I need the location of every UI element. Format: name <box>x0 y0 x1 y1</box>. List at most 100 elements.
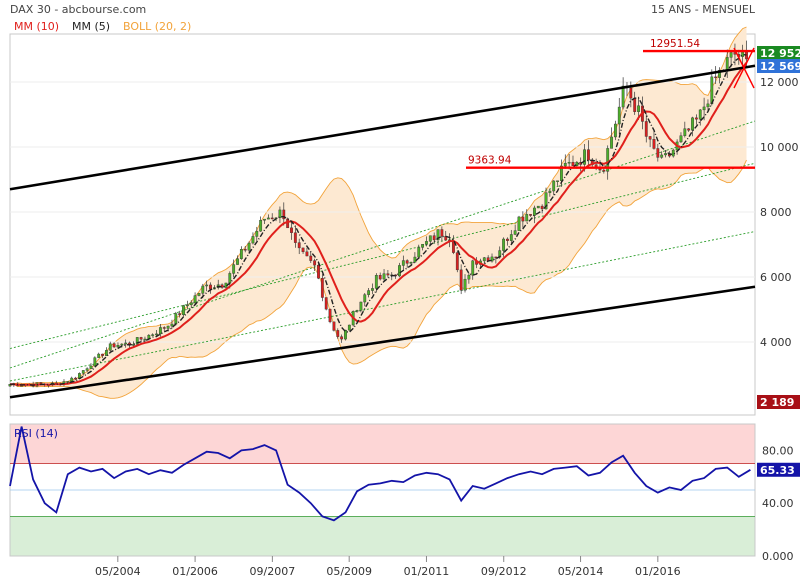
candle-body <box>178 313 182 316</box>
candle-body <box>482 257 486 262</box>
candle-body <box>371 288 374 291</box>
candle-body <box>209 284 212 290</box>
candle-body <box>124 342 128 345</box>
candle-body <box>174 313 178 325</box>
bollinger-lower-line <box>9 159 747 399</box>
candle-body <box>455 252 459 271</box>
candle-body <box>239 249 243 259</box>
candle-body <box>644 121 648 137</box>
candle-body <box>463 278 467 291</box>
candle-body <box>521 216 525 222</box>
candle-body <box>197 293 201 296</box>
candle-body <box>571 161 575 166</box>
candle-body <box>517 216 521 231</box>
candle-body <box>116 345 120 348</box>
candle-body <box>347 324 351 331</box>
candle-body <box>81 370 85 374</box>
legend-mm10: MM (10) <box>14 20 59 33</box>
rsi-oversold-zone <box>10 516 755 556</box>
candle-body <box>182 305 185 316</box>
candle-body <box>401 260 405 266</box>
candle-body <box>502 238 505 251</box>
candle-body <box>405 260 409 264</box>
candle-body <box>162 327 166 329</box>
candle-body <box>201 285 205 294</box>
candle-body <box>417 247 421 258</box>
rsi-panel[interactable]: 0.000 40.00 80.00 65.33 05/2004 01/2006 09/200… <box>9 423 800 578</box>
candle-body <box>621 85 625 108</box>
candle-body <box>301 247 305 253</box>
candle-body <box>386 273 390 276</box>
candle-body <box>710 76 714 105</box>
candle-body <box>382 273 386 280</box>
chart-period: 15 ANS - MENSUEL <box>651 3 756 16</box>
candle-body <box>509 234 513 241</box>
level-label-low: 9363.94 <box>468 155 512 167</box>
candle-body <box>533 207 536 216</box>
candle-body <box>540 205 544 210</box>
candle-body <box>189 302 193 306</box>
candle-body <box>421 244 425 248</box>
rsi-y-tick-label: 80.00 <box>762 444 794 457</box>
candle-body <box>320 278 324 298</box>
candle-body <box>691 117 694 131</box>
price-panel[interactable]: 4 000 6 000 8 000 10 000 12 000 12951.54 9363.… <box>8 26 800 416</box>
candle-body <box>282 209 286 220</box>
candle-body <box>536 205 540 209</box>
candle-body <box>467 274 471 280</box>
candle-body <box>205 284 209 287</box>
candle-body <box>193 295 197 304</box>
candle-body <box>374 275 378 289</box>
x-tick-label: 01/2016 <box>635 565 681 578</box>
candle-body <box>151 334 155 336</box>
price-tag <box>757 59 800 73</box>
candle-body <box>560 165 563 181</box>
rsi-overbought-zone <box>10 424 755 464</box>
channel-line-lower <box>9 285 756 399</box>
candle-body <box>409 261 413 264</box>
candle-body <box>70 377 74 382</box>
price-tag <box>757 46 800 60</box>
candle-body <box>606 148 610 172</box>
candle-body <box>656 148 660 158</box>
price-y-tick-label: 6 000 <box>760 271 792 284</box>
candle-body <box>398 265 401 277</box>
rsi-value-tag <box>757 462 800 477</box>
candle-body <box>432 235 436 241</box>
ma10-line <box>9 62 748 386</box>
candle-body <box>552 180 556 192</box>
candle-body <box>101 353 104 356</box>
candle-body <box>236 258 239 265</box>
candle-body <box>66 381 70 383</box>
candle-body <box>251 236 255 244</box>
candle-body <box>459 269 463 291</box>
candle-body <box>506 238 509 241</box>
candle-body <box>332 321 336 331</box>
price-tag-label: 12 569 <box>760 60 800 73</box>
candle-body <box>652 139 656 149</box>
candle-body <box>602 169 606 172</box>
candle-body <box>85 368 89 371</box>
candle-body <box>158 327 162 335</box>
candle-body <box>694 117 698 120</box>
candle-body <box>617 106 621 125</box>
candle-body <box>286 218 290 229</box>
candle-body <box>718 70 721 78</box>
candle-body <box>143 338 147 341</box>
candle-body <box>567 161 571 164</box>
price-y-tick-label: 4 000 <box>760 336 792 349</box>
candle-body <box>259 220 263 232</box>
candle-body <box>232 264 236 274</box>
candle-body <box>108 343 112 351</box>
candle-body <box>139 337 143 340</box>
candle-body <box>135 337 139 345</box>
candle-body <box>185 304 189 307</box>
candle-body <box>93 357 97 367</box>
candle-body <box>679 135 683 143</box>
candle-body <box>317 264 320 279</box>
candle-body <box>513 230 517 235</box>
rsi-title: RSI (14) <box>14 427 58 440</box>
ma5-line <box>9 53 747 386</box>
candle-body <box>328 308 332 323</box>
